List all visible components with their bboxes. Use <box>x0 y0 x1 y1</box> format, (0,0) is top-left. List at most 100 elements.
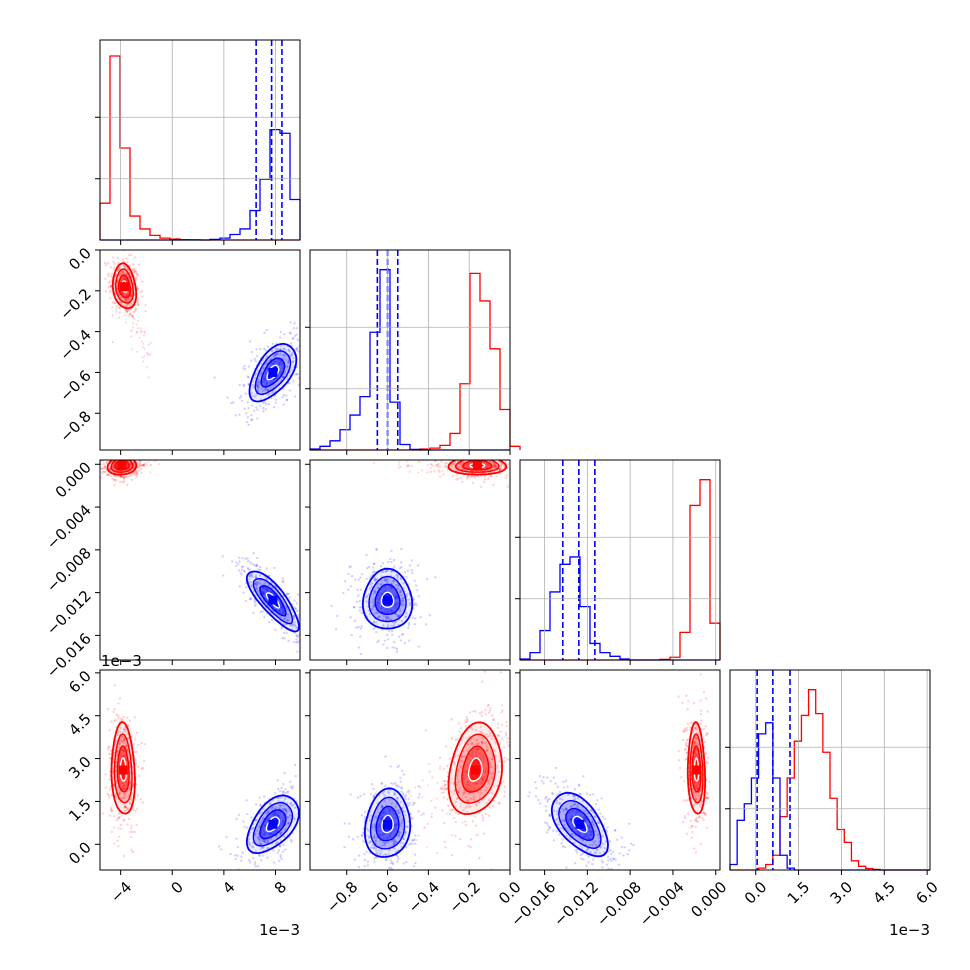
blue-sample-point <box>274 628 277 632</box>
blue-sample-point <box>257 385 260 389</box>
red-sample-point <box>696 781 699 784</box>
red-sample-point <box>103 261 107 265</box>
blue-sample-point <box>385 610 388 613</box>
blue-sample-point <box>263 591 266 595</box>
blue-sample-point <box>243 364 246 368</box>
blue-sample-point <box>395 601 399 605</box>
red-sample-point <box>124 309 128 312</box>
red-sample-point <box>482 480 486 483</box>
red-sample-point <box>470 752 473 755</box>
blue-sample-point <box>320 645 322 647</box>
red-sample-point <box>138 774 141 778</box>
red-sample-point <box>705 778 709 781</box>
blue-sample-point <box>394 597 397 601</box>
blue-sample-point <box>357 646 361 649</box>
red-sample-point <box>125 310 128 314</box>
blue-sample-point <box>381 592 384 595</box>
red-sample-point <box>487 779 490 782</box>
blue-sample-point <box>370 585 374 588</box>
blue-sample-point <box>376 852 379 855</box>
red-sample-point <box>453 463 456 466</box>
blue-sample-point <box>265 355 269 358</box>
blue-sample-point <box>407 789 411 792</box>
red-sample-point <box>117 456 119 458</box>
blue-sample-point <box>411 616 415 620</box>
blue-sample-point <box>376 597 379 600</box>
blue-sample-point <box>274 842 278 846</box>
red-sample-point <box>119 475 122 478</box>
blue-sample-point <box>257 387 260 390</box>
red-sample-point <box>498 468 501 472</box>
red-tail-point <box>450 777 453 780</box>
red-tail-point <box>136 462 139 465</box>
red-sample-point <box>677 759 681 762</box>
red-sample-point <box>477 801 480 804</box>
red-sample-point <box>472 456 474 458</box>
red-sample-point <box>121 258 125 261</box>
red-sample-point <box>127 736 130 740</box>
red-sample-point <box>450 454 452 456</box>
blue-sample-point <box>373 589 377 592</box>
blue-sample-point <box>396 614 399 618</box>
blue-sample-point <box>394 872 396 874</box>
blue-sample-point <box>242 569 246 573</box>
blue-sample-point <box>393 838 396 841</box>
red-tail-point <box>432 464 435 468</box>
red-tail-point <box>430 812 434 815</box>
blue-sample-point <box>414 842 417 845</box>
blue-sample-point <box>380 817 384 820</box>
red-sample-point <box>133 453 135 455</box>
red-sample-point <box>698 815 701 818</box>
red-tail-point <box>445 466 448 469</box>
red-sample-point <box>485 746 489 749</box>
red-sample-point <box>139 291 142 294</box>
blue-sample-point <box>291 627 294 631</box>
red-sample-point <box>118 454 120 456</box>
blue-sample-point <box>390 549 393 552</box>
blue-sample-point <box>255 354 259 358</box>
red-sample-point <box>493 462 496 465</box>
blue-sample-point <box>262 590 266 594</box>
blue-sample-point <box>295 626 298 630</box>
blue-density-peak <box>383 595 393 605</box>
blue-sample-point <box>251 384 255 387</box>
red-sample-point <box>466 466 470 469</box>
red-sample-point <box>109 274 112 277</box>
blue-sample-point <box>400 824 403 828</box>
blue-sample-point <box>286 365 289 368</box>
red-sample-point <box>141 766 145 770</box>
red-sample-point <box>113 478 117 482</box>
blue-sample-point <box>314 821 316 823</box>
red-sample-point <box>699 712 703 716</box>
blue-sample-point <box>289 624 292 627</box>
red-sample-point <box>497 734 500 737</box>
blue-sample-point <box>270 590 274 594</box>
red-sample-point <box>104 786 107 789</box>
red-sample-point <box>451 466 454 470</box>
blue-sample-point <box>400 790 403 793</box>
blue-sample-point <box>282 375 285 379</box>
red-sample-point <box>693 726 697 730</box>
red-sample-point <box>464 824 468 827</box>
red-sample-point <box>472 795 476 798</box>
blue-sample-point <box>349 585 353 588</box>
red-sample-point <box>123 738 126 742</box>
blue-sample-point <box>357 854 361 857</box>
red-sample-point <box>470 742 473 745</box>
blue-sample-point <box>252 611 255 615</box>
blue-sample-point <box>281 375 284 379</box>
blue-sample-point <box>359 588 363 592</box>
red-sample-point <box>694 797 698 801</box>
blue-sample-point <box>256 384 259 387</box>
blue-sample-point <box>399 599 403 602</box>
red-sample-point <box>421 456 423 458</box>
blue-sample-point <box>372 570 376 574</box>
red-sample-point <box>125 300 128 303</box>
blue-sample-point <box>261 854 264 857</box>
red-sample-point <box>492 464 496 467</box>
red-sample-point <box>133 270 136 273</box>
red-sample-point <box>133 267 136 270</box>
red-sample-point <box>443 779 446 783</box>
red-sample-point <box>494 453 496 455</box>
red-sample-point <box>505 476 508 480</box>
